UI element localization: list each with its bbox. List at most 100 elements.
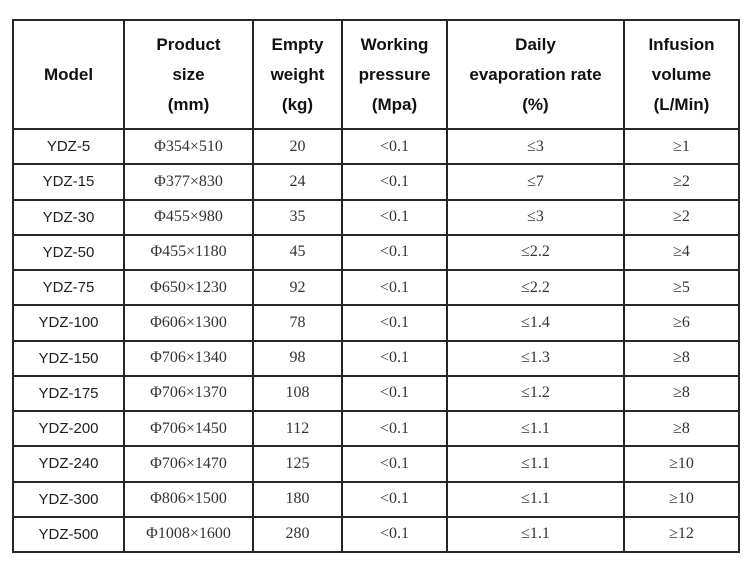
table-row: YDZ-15 Φ377×830 24 <0.1 ≤7 ≥2 bbox=[12, 163, 740, 201]
cell-working-pressure: <0.1 bbox=[341, 163, 448, 201]
cell-empty-weight: 20 bbox=[252, 127, 343, 166]
cell-infusion-volume: ≥12 bbox=[623, 515, 740, 554]
header-line: size bbox=[172, 64, 205, 84]
cell-working-pressure: <0.1 bbox=[341, 127, 448, 166]
table-row: YDZ-100 Φ606×1300 78 <0.1 ≤1.4 ≥6 bbox=[12, 304, 740, 342]
cell-daily-evaporation-rate: ≤1.1 bbox=[446, 409, 625, 448]
header-infusion-volume: Infusion volume (L/Min) bbox=[623, 19, 740, 130]
cell-infusion-volume: ≥1 bbox=[623, 127, 740, 166]
cell-infusion-volume: ≥4 bbox=[623, 233, 740, 272]
table-row: YDZ-150 Φ706×1340 98 <0.1 ≤1.3 ≥8 bbox=[12, 339, 740, 377]
spec-table: Model Product size (mm) Empty weight (kg) Worki… bbox=[12, 19, 740, 554]
header-line: Working bbox=[360, 34, 429, 54]
header-row: Model Product size (mm) Empty weight (kg) Worki… bbox=[12, 19, 740, 130]
header-product-size: Product size (mm) bbox=[123, 19, 254, 130]
header-line: evaporation rate bbox=[469, 64, 602, 84]
cell-product-size: Φ706×1470 bbox=[123, 445, 254, 483]
cell-working-pressure: <0.1 bbox=[341, 339, 448, 377]
cell-working-pressure: <0.1 bbox=[341, 233, 448, 272]
cell-empty-weight: 125 bbox=[252, 445, 343, 483]
cell-daily-evaporation-rate: ≤2.2 bbox=[446, 268, 625, 307]
cell-empty-weight: 280 bbox=[252, 515, 343, 554]
cell-daily-evaporation-rate: ≤1.1 bbox=[446, 445, 625, 483]
cell-working-pressure: <0.1 bbox=[341, 268, 448, 307]
cell-model: YDZ-50 bbox=[12, 233, 125, 272]
header-line: Model bbox=[43, 64, 94, 84]
header-line: volume bbox=[651, 64, 712, 84]
cell-model: YDZ-15 bbox=[12, 163, 125, 201]
header-empty-weight: Empty weight (kg) bbox=[252, 19, 343, 130]
spec-table-body: YDZ-5 Φ354×510 20 <0.1 ≤3 ≥1 YDZ-15 Φ377×830 24 <… bbox=[12, 127, 740, 554]
cell-daily-evaporation-rate: ≤1.1 bbox=[446, 480, 625, 518]
cell-infusion-volume: ≥8 bbox=[623, 339, 740, 377]
cell-infusion-volume: ≥10 bbox=[623, 480, 740, 518]
cell-product-size: Φ706×1370 bbox=[123, 374, 254, 413]
cell-infusion-volume: ≥8 bbox=[623, 374, 740, 413]
header-line: Daily bbox=[515, 34, 556, 54]
spec-table-header: Model Product size (mm) Empty weight (kg) Worki… bbox=[12, 19, 740, 130]
cell-working-pressure: <0.1 bbox=[341, 374, 448, 413]
cell-product-size: Φ455×980 bbox=[123, 198, 254, 236]
cell-daily-evaporation-rate: ≤1.2 bbox=[446, 374, 625, 413]
cell-infusion-volume: ≥6 bbox=[623, 304, 740, 342]
cell-daily-evaporation-rate: ≤2.2 bbox=[446, 233, 625, 272]
cell-working-pressure: <0.1 bbox=[341, 409, 448, 448]
cell-model: YDZ-500 bbox=[12, 515, 125, 554]
cell-model: YDZ-240 bbox=[12, 445, 125, 483]
cell-product-size: Φ806×1500 bbox=[123, 480, 254, 518]
cell-infusion-volume: ≥2 bbox=[623, 198, 740, 236]
table-row: YDZ-30 Φ455×980 35 <0.1 ≤3 ≥2 bbox=[12, 198, 740, 236]
cell-infusion-volume: ≥10 bbox=[623, 445, 740, 483]
cell-product-size: Φ606×1300 bbox=[123, 304, 254, 342]
cell-infusion-volume: ≥2 bbox=[623, 163, 740, 201]
table-row: YDZ-50 Φ455×1180 45 <0.1 ≤2.2 ≥4 bbox=[12, 233, 740, 272]
cell-empty-weight: 35 bbox=[252, 198, 343, 236]
header-line: Infusion bbox=[648, 34, 715, 54]
header-daily-evaporation-rate: Daily evaporation rate (%) bbox=[446, 19, 625, 130]
cell-product-size: Φ455×1180 bbox=[123, 233, 254, 272]
cell-model: YDZ-75 bbox=[12, 268, 125, 307]
cell-model: YDZ-30 bbox=[12, 198, 125, 236]
cell-working-pressure: <0.1 bbox=[341, 198, 448, 236]
cell-infusion-volume: ≥5 bbox=[623, 268, 740, 307]
cell-product-size: Φ706×1450 bbox=[123, 409, 254, 448]
cell-empty-weight: 108 bbox=[252, 374, 343, 413]
cell-daily-evaporation-rate: ≤1.4 bbox=[446, 304, 625, 342]
cell-model: YDZ-300 bbox=[12, 480, 125, 518]
cell-empty-weight: 24 bbox=[252, 163, 343, 201]
cell-model: YDZ-175 bbox=[12, 374, 125, 413]
header-working-pressure: Working pressure (Mpa) bbox=[341, 19, 448, 130]
table-row: YDZ-5 Φ354×510 20 <0.1 ≤3 ≥1 bbox=[12, 127, 740, 166]
cell-model: YDZ-200 bbox=[12, 409, 125, 448]
header-line: (L/Min) bbox=[653, 94, 710, 114]
header-model: Model bbox=[12, 19, 125, 130]
cell-empty-weight: 45 bbox=[252, 233, 343, 272]
cell-working-pressure: <0.1 bbox=[341, 515, 448, 554]
cell-product-size: Φ650×1230 bbox=[123, 268, 254, 307]
header-line: pressure bbox=[358, 64, 431, 84]
cell-empty-weight: 180 bbox=[252, 480, 343, 518]
cell-model: YDZ-5 bbox=[12, 127, 125, 166]
header-line: Empty bbox=[271, 34, 324, 54]
table-row: YDZ-175 Φ706×1370 108 <0.1 ≤1.2 ≥8 bbox=[12, 374, 740, 413]
cell-working-pressure: <0.1 bbox=[341, 480, 448, 518]
header-line: Product bbox=[156, 34, 221, 54]
cell-infusion-volume: ≥8 bbox=[623, 409, 740, 448]
cell-product-size: Φ354×510 bbox=[123, 127, 254, 166]
table-row: YDZ-75 Φ650×1230 92 <0.1 ≤2.2 ≥5 bbox=[12, 268, 740, 307]
cell-product-size: Φ706×1340 bbox=[123, 339, 254, 377]
header-line: (mm) bbox=[167, 94, 210, 114]
header-line: weight bbox=[270, 64, 325, 84]
header-line: (Mpa) bbox=[371, 94, 418, 114]
cell-working-pressure: <0.1 bbox=[341, 445, 448, 483]
cell-daily-evaporation-rate: ≤3 bbox=[446, 127, 625, 166]
cell-empty-weight: 112 bbox=[252, 409, 343, 448]
header-line: (kg) bbox=[281, 94, 314, 114]
cell-empty-weight: 98 bbox=[252, 339, 343, 377]
cell-daily-evaporation-rate: ≤7 bbox=[446, 163, 625, 201]
cell-model: YDZ-100 bbox=[12, 304, 125, 342]
cell-model: YDZ-150 bbox=[12, 339, 125, 377]
cell-empty-weight: 78 bbox=[252, 304, 343, 342]
cell-empty-weight: 92 bbox=[252, 268, 343, 307]
table-row: YDZ-500 Φ1008×1600 280 <0.1 ≤1.1 ≥12 bbox=[12, 515, 740, 554]
